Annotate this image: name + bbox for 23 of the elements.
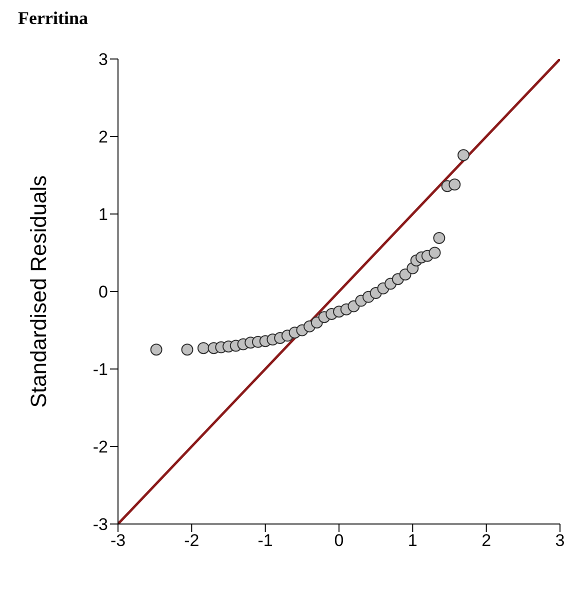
y-tick-label: -1	[92, 360, 108, 380]
point	[197, 342, 210, 354]
point	[150, 344, 162, 356]
point	[457, 149, 470, 162]
point	[181, 344, 194, 356]
y-tick-label: -3	[92, 515, 108, 534]
y-tick-label: 1	[98, 205, 108, 224]
point	[399, 268, 412, 280]
y-tick-label: 2	[98, 128, 108, 147]
point	[428, 246, 441, 259]
chart-title: Ferritina	[18, 8, 89, 29]
y-axis-title: Standardised Residuals	[26, 175, 51, 408]
x-tick-label: 1	[408, 531, 418, 550]
x-tick-label: -2	[184, 531, 200, 550]
y-tick-label: -2	[92, 438, 108, 457]
x-tick-label: 2	[482, 531, 492, 550]
x-tick-label: 3	[555, 531, 565, 550]
x-tick-label: 0	[334, 531, 344, 550]
point	[433, 232, 446, 244]
point	[448, 178, 461, 191]
y-tick-label: 0	[98, 282, 108, 302]
x-tick-label: -1	[258, 531, 273, 550]
y-tick-label: 3	[98, 50, 108, 70]
